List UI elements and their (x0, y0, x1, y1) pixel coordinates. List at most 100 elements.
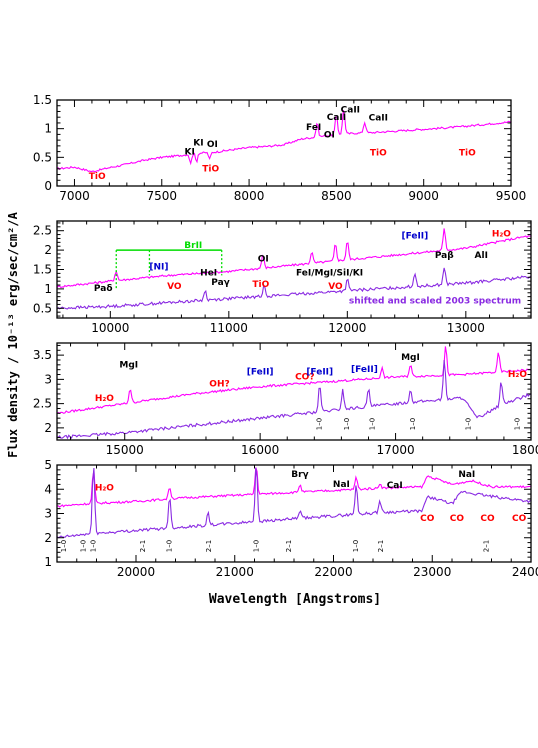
transition-label: 1–0 (369, 418, 377, 430)
line-label: CaII (327, 113, 346, 123)
spectrum-magenta-3 (56, 346, 532, 415)
panel-2: 10000 11000 12000 13000 0.5 1 1.5 2 2.5 BrII [NI] H… (33, 220, 532, 335)
line-label: CO (420, 514, 435, 524)
line-label: CaII (369, 114, 388, 124)
x-tick-label: 12000 (328, 321, 366, 335)
x-tick-label: 10000 (91, 321, 129, 335)
transition-label: 2–1 (285, 540, 293, 552)
y-tick-label: 2 (44, 421, 52, 435)
plot-frame-3 (56, 342, 532, 441)
y-tick-label: 3.5 (33, 348, 52, 362)
y-tick-label: 0 (44, 179, 52, 193)
line-label: OH? (209, 380, 229, 390)
transition-label: 2–1 (483, 540, 491, 552)
y-tick-label: 1.5 (33, 263, 52, 277)
x-tick-label: 23000 (413, 565, 451, 579)
transition-label: 1–0 (166, 540, 174, 552)
line-label: CaI (387, 481, 403, 491)
line-label: OI (258, 255, 269, 265)
line-label: [FeII] (247, 368, 274, 378)
x-tick-label: 18000 (512, 443, 538, 457)
y-tick-label: 5 (44, 458, 52, 472)
panel-4: 20000 21000 22000 23000 24000 1 2 3 4 5 H₂O Brγ NaI C… (44, 458, 538, 579)
spectrum-purple-3 (57, 360, 532, 440)
line-label: H₂O (95, 394, 114, 404)
transition-label: 1–0 (465, 418, 473, 430)
x-tick-label: 7000 (59, 189, 90, 203)
spectrum-magenta-1 (56, 110, 512, 173)
y-tick-label: 2.5 (33, 397, 52, 411)
transition-label: 1–0 (409, 418, 417, 430)
line-label: H₂O (95, 483, 114, 493)
transition-label: 2–1 (139, 540, 147, 552)
transition-label: 1–0 (352, 540, 360, 552)
x-axis-title: Wavelength [Angstroms] (209, 592, 381, 607)
y-tick-label: 4 (44, 482, 52, 496)
x-tick-label: 20000 (117, 565, 155, 579)
line-label: Paγ (211, 278, 230, 288)
line-label: NaI (333, 480, 350, 490)
line-label: BrII (184, 241, 202, 251)
x-tick-label: 24000 (512, 565, 538, 579)
line-label: [FeII] (401, 231, 428, 241)
x-tick-label: 7500 (146, 189, 177, 203)
y-tick-label: 3 (44, 507, 52, 521)
line-label: CO (480, 514, 495, 524)
line-label: TiO (370, 149, 387, 159)
transition-label: 1–0 (90, 540, 98, 552)
x-tick-label: 15000 (106, 443, 144, 457)
line-label: OI (207, 140, 218, 150)
x-tick-label: 13000 (447, 321, 485, 335)
transition-label: 1–0 (514, 418, 522, 430)
line-label: TiO (202, 165, 219, 175)
line-label: TiO (252, 280, 269, 290)
line-label: [NI] (149, 263, 168, 273)
line-label: CO? (295, 372, 314, 382)
x-tick-label: 17000 (376, 443, 414, 457)
line-label: CaII (341, 106, 360, 116)
x-tick-label: 11000 (210, 321, 248, 335)
line-label: Paβ (435, 251, 454, 261)
transition-label: 1–0 (316, 418, 324, 430)
line-label: [FeII] (351, 365, 378, 375)
y-tick-label: 1.5 (33, 93, 52, 107)
line-label: VO (328, 282, 343, 292)
spectrum-magenta-4 (56, 467, 532, 508)
y-tick-label: 1 (44, 282, 52, 296)
x-tick-label: 21000 (216, 565, 254, 579)
line-label: shifted and scaled 2003 spectrum (349, 297, 521, 307)
plot-frame-1 (56, 99, 512, 187)
x-tick-label: 8500 (321, 189, 352, 203)
line-label: H₂O (492, 230, 511, 240)
x-tick-label: 9500 (496, 189, 527, 203)
y-tick-label: 0.5 (33, 301, 52, 315)
line-label: NaI (458, 470, 475, 480)
line-label: CO (450, 514, 465, 524)
line-label: CO (512, 514, 527, 524)
line-label: MgI (119, 360, 138, 370)
y-tick-label: 2 (44, 531, 52, 545)
x-tick-label: 9000 (408, 189, 439, 203)
line-label: HeI (200, 268, 217, 278)
line-label: [FeII] (306, 368, 333, 378)
y-tick-label: 3 (44, 372, 52, 386)
line-label: TiO (89, 172, 106, 182)
transition-label: 2–1 (377, 540, 385, 552)
line-label: FeI (306, 123, 321, 133)
line-label: FeI/MgI/SiI/KI (296, 268, 363, 278)
y-tick-label: 2.5 (33, 224, 52, 238)
line-label: VO (167, 282, 182, 292)
y-axis-title: Flux density / 10⁻¹³ erg/sec/cm²/A (6, 211, 20, 457)
transition-label: 1–0 (343, 418, 351, 430)
line-label: MgI (401, 353, 420, 363)
y-tick-label: 1 (44, 122, 52, 136)
spectrum-magenta-2 (56, 228, 532, 289)
transition-label: 2–1 (205, 540, 213, 552)
x-tick-label: 16000 (241, 443, 279, 457)
line-label: Brγ (291, 470, 308, 480)
line-label: KI (193, 138, 203, 148)
spectrum-purple-2 (56, 267, 532, 310)
y-tick-label: 2 (44, 243, 52, 257)
